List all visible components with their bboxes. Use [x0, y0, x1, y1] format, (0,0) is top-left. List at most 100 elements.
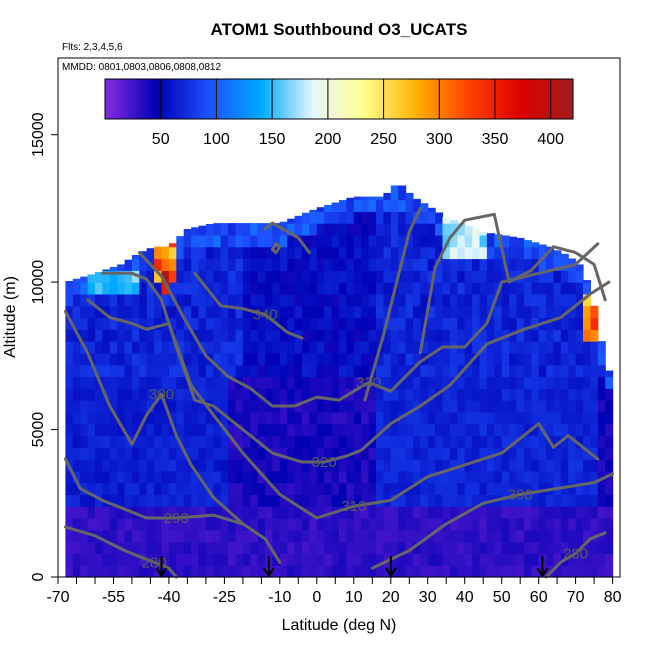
- heat-cell: [405, 541, 414, 554]
- theta-contour-line: [270, 242, 282, 255]
- heat-cell: [509, 329, 518, 342]
- heat-cell: [523, 329, 532, 342]
- heat-cell: [302, 282, 310, 295]
- heat-cell: [486, 233, 495, 236]
- heat-cell: [168, 494, 177, 507]
- heat-cell: [390, 223, 399, 236]
- heat-cell: [405, 518, 414, 531]
- heat-cell: [302, 317, 310, 330]
- heat-cell: [383, 270, 392, 283]
- heat-cell: [583, 376, 591, 389]
- heat-cell: [131, 255, 140, 260]
- heat-cell: [331, 341, 340, 354]
- heat-cell: [154, 317, 163, 330]
- colorbar-segment: [136, 79, 141, 119]
- colorbar-segment: [147, 79, 153, 119]
- heat-cell: [228, 565, 237, 578]
- heat-cell: [523, 553, 532, 566]
- heat-cell: [154, 352, 163, 366]
- heat-cell: [412, 494, 421, 507]
- heat-cell: [176, 282, 185, 295]
- heat-cell: [376, 400, 384, 413]
- heat-cell: [361, 305, 370, 319]
- heat-cell: [250, 352, 259, 366]
- heat-cell: [568, 470, 577, 484]
- heat-cell: [575, 553, 584, 566]
- heat-cell: [339, 376, 347, 389]
- heat-cell: [383, 529, 392, 543]
- heat-cell: [257, 282, 266, 295]
- heat-cell: [516, 541, 525, 554]
- heat-cell: [139, 329, 148, 342]
- heat-cell: [405, 199, 414, 212]
- heat-cell: [449, 223, 458, 236]
- heat-cell: [131, 305, 140, 319]
- heat-cell: [346, 352, 355, 366]
- heat-cell: [228, 435, 237, 448]
- heat-cell: [405, 470, 414, 484]
- heat-cell: [309, 282, 318, 295]
- heat-cell: [161, 459, 170, 472]
- heat-cell: [139, 305, 148, 319]
- heat-cell: [279, 494, 288, 507]
- heat-cell: [449, 246, 458, 260]
- heat-cell: [516, 423, 525, 437]
- heat-cell: [442, 388, 451, 401]
- heat-cell: [398, 211, 407, 224]
- heat-cell: [435, 459, 444, 472]
- heat-cell: [213, 258, 222, 271]
- heat-cell: [435, 258, 444, 271]
- heat-cell: [95, 364, 103, 378]
- heat-cell: [213, 506, 222, 519]
- heat-cell: [442, 352, 451, 366]
- heat-cell: [361, 270, 370, 283]
- heat-cell: [198, 388, 207, 401]
- colorbar-segment: [561, 79, 566, 119]
- heat-cell: [139, 553, 148, 566]
- heat-cell: [168, 258, 177, 271]
- heat-cell: [191, 227, 200, 236]
- heat-cell: [176, 400, 185, 413]
- heat-cell: [302, 411, 310, 425]
- heat-cell: [501, 235, 510, 248]
- heat-cell: [361, 317, 370, 330]
- heat-cell: [80, 459, 89, 472]
- heat-cell: [205, 565, 214, 578]
- heat-cell: [353, 258, 362, 271]
- heat-cell: [390, 270, 399, 283]
- heat-cell: [597, 435, 606, 448]
- heat-cell: [235, 529, 244, 543]
- heat-cell: [331, 400, 340, 413]
- heat-cell: [523, 282, 532, 295]
- heat-cell: [420, 553, 429, 566]
- heat-cell: [242, 317, 251, 330]
- heat-cell: [346, 282, 355, 295]
- heat-cell: [531, 305, 540, 319]
- theta-contour-line: [137, 242, 600, 408]
- heat-cell: [117, 506, 126, 519]
- heat-cell: [339, 435, 347, 448]
- heat-cell: [117, 352, 126, 366]
- heat-cell: [213, 400, 222, 413]
- heat-cell: [228, 282, 237, 295]
- heat-cell: [427, 376, 436, 389]
- heat-cell: [346, 435, 355, 448]
- heat-cell: [361, 282, 370, 295]
- heat-cell: [494, 388, 503, 401]
- heat-cell: [102, 329, 111, 342]
- heat-cell: [87, 411, 96, 425]
- heat-cell: [213, 364, 222, 378]
- heat-cell: [449, 270, 458, 283]
- heat-cell: [250, 435, 259, 448]
- x-tick-label: -40: [157, 589, 180, 606]
- heat-cell: [412, 376, 421, 389]
- heat-cell: [146, 459, 155, 472]
- heat-cell: [398, 341, 407, 354]
- heat-cell: [583, 529, 591, 543]
- heat-cell: [546, 400, 555, 413]
- heat-cell: [420, 435, 429, 448]
- heat-cell: [213, 388, 222, 401]
- heat-cell: [65, 435, 74, 448]
- heat-cell: [124, 565, 133, 578]
- heat-cell: [376, 282, 384, 295]
